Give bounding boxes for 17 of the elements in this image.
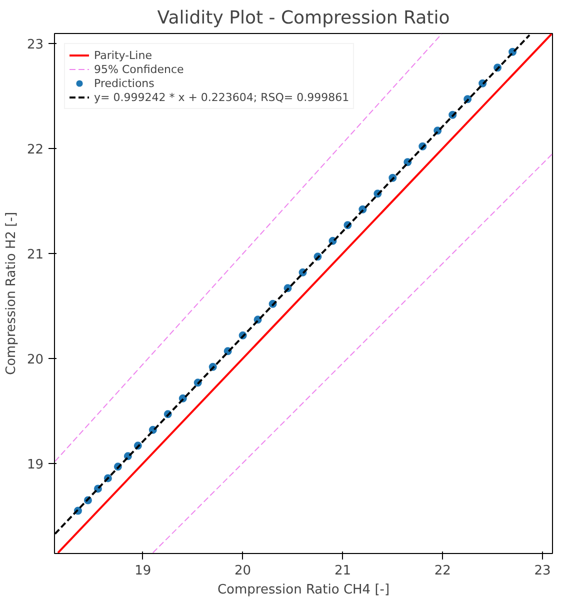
x-tick-label: 19: [134, 564, 152, 578]
y-tick-label: 22: [26, 142, 44, 158]
legend-label: y= 0.999242 * x + 0.223604; RSQ= 0.999861: [94, 90, 350, 104]
x-tick-label: 21: [334, 564, 351, 578]
x-tick-label: 23: [534, 564, 551, 578]
y-tick-label: 21: [26, 247, 44, 262]
y-tick-label: 20: [26, 352, 44, 368]
chart-title: Validity Plot - Compression Ratio: [157, 8, 450, 28]
legend-label: Parity-Line: [94, 48, 152, 62]
legend-label: 95% Confidence: [94, 62, 184, 76]
x-tick-label: 22: [434, 564, 451, 578]
legend-label: Predictions: [94, 76, 154, 90]
y-tick-label: 23: [26, 37, 44, 52]
x-tick-label: 20: [234, 564, 252, 578]
y-axis-title: Compression Ratio H2 [-]: [4, 212, 19, 376]
x-axis-title: Compression Ratio CH4 [-]: [217, 582, 390, 598]
y-tick-label: 19: [26, 458, 44, 473]
